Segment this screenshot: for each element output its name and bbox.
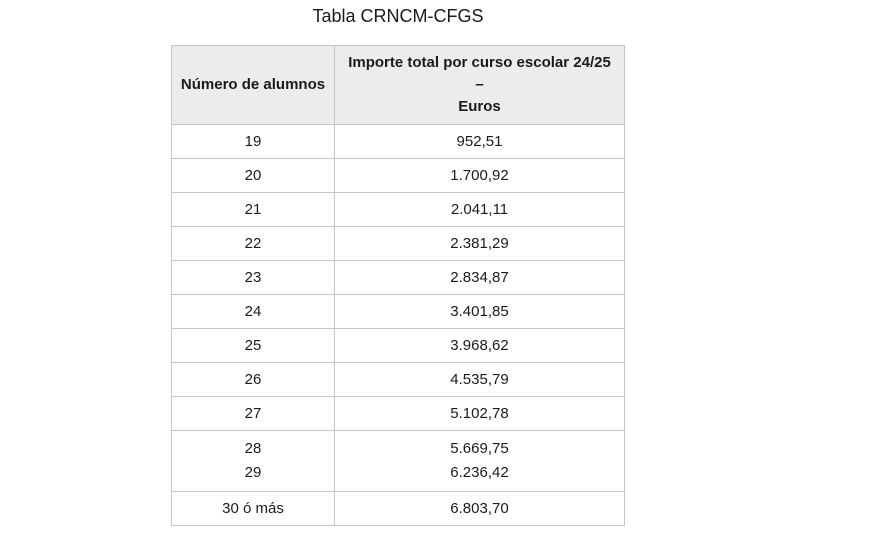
- table-row: 22 2.381,29: [171, 226, 625, 261]
- cell-line: 23: [244, 269, 262, 286]
- table-row: 26 4.535,79: [171, 362, 625, 397]
- cell-line: 3.401,85: [450, 303, 509, 320]
- cell-line: 29: [244, 464, 262, 481]
- cell-line: 4.535,79: [450, 371, 509, 388]
- table-row: 19 952,51: [171, 124, 625, 159]
- cell-line: 27: [244, 405, 262, 422]
- alumnos-cell: 23: [171, 260, 335, 295]
- col-header-alumnos: Número de alumnos: [171, 45, 335, 125]
- alumnos-cell: 26: [171, 362, 335, 397]
- col-header-importe: Importe total por curso escolar 24/25 – …: [334, 45, 625, 125]
- cell-line: 5.669,75: [450, 440, 509, 457]
- alumnos-cell: 24: [171, 294, 335, 329]
- importe-cell: 952,51: [334, 124, 625, 159]
- table-row: 25 3.968,62: [171, 328, 625, 363]
- table-row: 30 ó más 6.803,70: [171, 491, 625, 526]
- col-header-importe-line3: Euros: [458, 98, 501, 115]
- cell-line: 24: [244, 303, 262, 320]
- table-row: 21 2.041,11: [171, 192, 625, 227]
- cell-line: 22: [244, 235, 262, 252]
- cell-line: 26: [244, 371, 262, 388]
- table-row: 24 3.401,85: [171, 294, 625, 329]
- alumnos-cell: 19: [171, 124, 335, 159]
- importe-cell: 4.535,79: [334, 362, 625, 397]
- tarifa-table: Número de alumnos Importe total por curs…: [171, 45, 625, 526]
- alumnos-cell: 22: [171, 226, 335, 261]
- table-body: 19 952,51 20 1.700,92 21 2.041,11 22 2.381,29 23…: [171, 124, 625, 526]
- importe-cell: 1.700,92: [334, 158, 625, 193]
- table-row: 27 5.102,78: [171, 396, 625, 431]
- cell-line: 2.381,29: [450, 235, 509, 252]
- header-row: Número de alumnos Importe total por curs…: [171, 45, 625, 125]
- cell-line: 28: [244, 440, 262, 457]
- table-row: 20 1.700,92: [171, 158, 625, 193]
- col-header-alumnos-label: Número de alumnos: [180, 76, 326, 93]
- cell-line: 19: [244, 133, 262, 150]
- cell-line: 20: [244, 167, 262, 184]
- cell-line: 3.968,62: [450, 337, 509, 354]
- alumnos-cell: 21: [171, 192, 335, 227]
- importe-cell: 5.102,78: [334, 396, 625, 431]
- table-row: 23 2.834,87: [171, 260, 625, 295]
- importe-cell: 2.381,29: [334, 226, 625, 261]
- alumnos-cell: 30 ó más: [171, 491, 335, 526]
- importe-cell: 5.669,75 6.236,42: [334, 430, 625, 492]
- cell-line: 2.834,87: [450, 269, 509, 286]
- cell-line: 21: [244, 201, 262, 218]
- importe-cell: 2.041,11: [334, 192, 625, 227]
- alumnos-cell: 20: [171, 158, 335, 193]
- cell-line: 6.803,70: [450, 500, 509, 517]
- cell-line: 6.236,42: [450, 464, 509, 481]
- cell-line: 2.041,11: [450, 201, 509, 218]
- importe-cell: 6.803,70: [334, 491, 625, 526]
- alumnos-cell: 28 29: [171, 430, 335, 492]
- cell-line: 952,51: [456, 133, 503, 150]
- importe-cell: 3.401,85: [334, 294, 625, 329]
- cell-line: 25: [244, 337, 262, 354]
- importe-cell: 3.968,62: [334, 328, 625, 363]
- cell-line: 5.102,78: [450, 405, 509, 422]
- cell-line: 1.700,92: [450, 167, 509, 184]
- table-section: Tabla CRNCM-CFGS Número de alumnos Impor…: [171, 0, 625, 526]
- page-title: Tabla CRNCM-CFGS: [312, 6, 484, 26]
- table-row: 28 29 5.669,75 6.236,42: [171, 430, 625, 492]
- col-header-importe-line1: Importe total por curso escolar 24/25: [348, 54, 611, 71]
- col-header-importe-line2: –: [475, 76, 484, 93]
- cell-line: 30 ó más: [222, 500, 284, 517]
- importe-cell: 2.834,87: [334, 260, 625, 295]
- alumnos-cell: 27: [171, 396, 335, 431]
- alumnos-cell: 25: [171, 328, 335, 363]
